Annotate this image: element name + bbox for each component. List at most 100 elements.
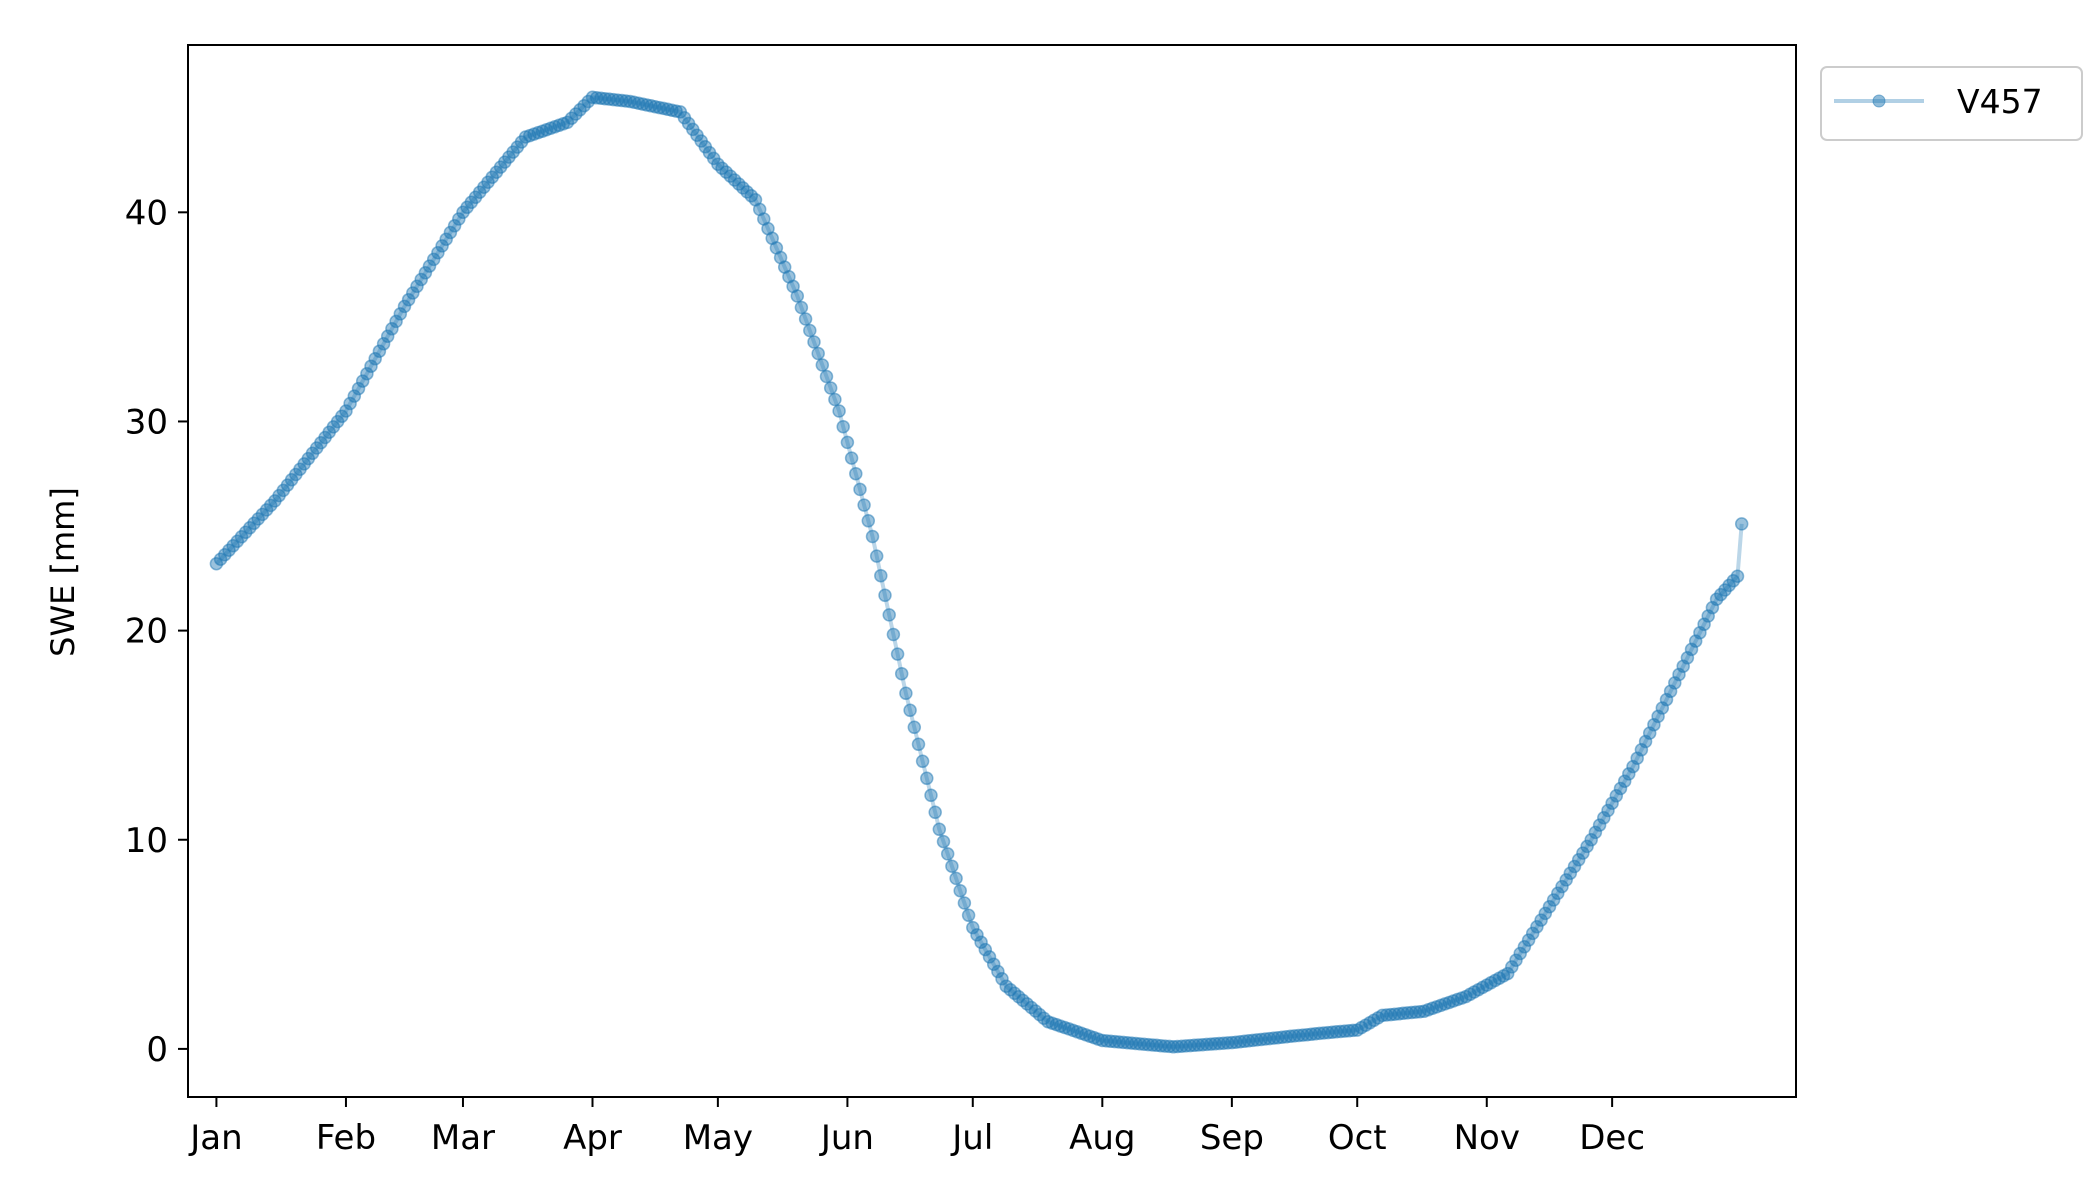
x-axis: Jan Feb Mar Apr May Jun Jul Aug Sep Oct Nov Dec: [188, 1097, 1645, 1158]
data-point: [982, 950, 997, 964]
x-tick-label: Jun: [819, 1118, 874, 1158]
data-point: [1571, 853, 1586, 867]
data-point: [1542, 899, 1557, 914]
y-tick-label: 20: [125, 612, 168, 652]
data-point: [823, 381, 838, 395]
data-point: [1588, 825, 1603, 840]
data-point: [1551, 886, 1565, 901]
data-point: [1538, 906, 1553, 921]
data-point: [790, 289, 805, 303]
y-axis: 0 10 20 30 40: [125, 193, 188, 1070]
x-tick-label: Dec: [1579, 1118, 1645, 1158]
data-point: [1601, 803, 1615, 818]
data-point: [1613, 781, 1628, 796]
data-point: [940, 847, 955, 861]
y-tick-label: 10: [125, 821, 168, 861]
data-point: [355, 374, 370, 388]
data-point: [1580, 839, 1594, 854]
plot-area: [209, 90, 1749, 1054]
data-point: [915, 754, 930, 769]
data-point: [970, 928, 984, 942]
x-tick-label: Mar: [431, 1118, 495, 1158]
x-tick-label: Jan: [188, 1118, 242, 1158]
data-point: [406, 286, 420, 300]
data-point: [380, 329, 395, 344]
data-point: [899, 686, 913, 701]
data-point: [1555, 879, 1569, 894]
y-tick-label: 40: [125, 193, 168, 233]
data-point: [865, 529, 880, 544]
data-point: [815, 358, 830, 372]
data-point: [840, 435, 855, 450]
data-point: [1534, 913, 1548, 927]
data-point: [1517, 940, 1532, 954]
data-point: [368, 351, 382, 366]
data-point: [443, 225, 458, 240]
data-point: [857, 498, 871, 512]
data-point: [945, 859, 959, 873]
data-point: [836, 419, 850, 434]
data-point: [1567, 859, 1582, 874]
data-point: [393, 307, 408, 321]
data-point: [886, 627, 901, 642]
data-point: [1584, 833, 1598, 847]
data-point: [1622, 767, 1636, 781]
data-point: [1559, 873, 1573, 887]
data-point: [422, 259, 437, 273]
data-point: [418, 266, 433, 280]
data-point: [869, 549, 884, 563]
data-point: [439, 232, 453, 246]
data-point: [372, 344, 387, 358]
y-tick-label: 0: [146, 1030, 168, 1070]
legend[interactable]: V457: [1820, 66, 2083, 141]
data-point: [1734, 517, 1749, 531]
data-point: [811, 346, 825, 361]
data-point: [339, 404, 353, 418]
x-tick-label: May: [683, 1118, 753, 1158]
data-point: [1521, 933, 1536, 947]
data-point: [991, 964, 1005, 979]
x-tick-label: Apr: [563, 1118, 622, 1158]
data-point: [953, 883, 967, 898]
y-axis-label: SWE [mm]: [44, 487, 82, 657]
data-point: [932, 822, 947, 837]
data-point: [907, 720, 922, 735]
data-point: [1617, 774, 1632, 788]
data-point: [1605, 796, 1619, 810]
data-point: [1513, 946, 1527, 961]
data-point: [376, 337, 391, 351]
data-point: [414, 272, 428, 287]
data-point: [861, 514, 876, 528]
x-tick-label: Sep: [1200, 1118, 1264, 1158]
x-tick-label: Oct: [1328, 1118, 1387, 1158]
data-point: [1505, 960, 1519, 974]
data-point: [1546, 893, 1561, 907]
data-point: [928, 805, 942, 820]
data-point: [1509, 953, 1523, 967]
data-point: [1530, 920, 1544, 934]
data-point: [828, 392, 842, 407]
data-point: [844, 451, 859, 465]
data-point: [849, 466, 863, 481]
data-point: [343, 396, 357, 411]
data-point: [920, 771, 934, 786]
data-point: [924, 788, 938, 803]
data-point: [351, 381, 366, 396]
x-tick-label: Jul: [950, 1118, 993, 1158]
data-point: [794, 300, 809, 315]
data-point: [966, 920, 980, 935]
data-point: [1500, 966, 1515, 981]
data-point: [364, 359, 378, 373]
data-point: [853, 482, 867, 497]
data-point: [397, 299, 412, 314]
data-point: [798, 312, 813, 326]
data-point: [360, 366, 374, 381]
data-point: [1592, 818, 1607, 832]
data-point: [410, 279, 424, 294]
data-point: [874, 568, 888, 583]
data-point: [819, 369, 834, 384]
data-point: [452, 212, 466, 226]
